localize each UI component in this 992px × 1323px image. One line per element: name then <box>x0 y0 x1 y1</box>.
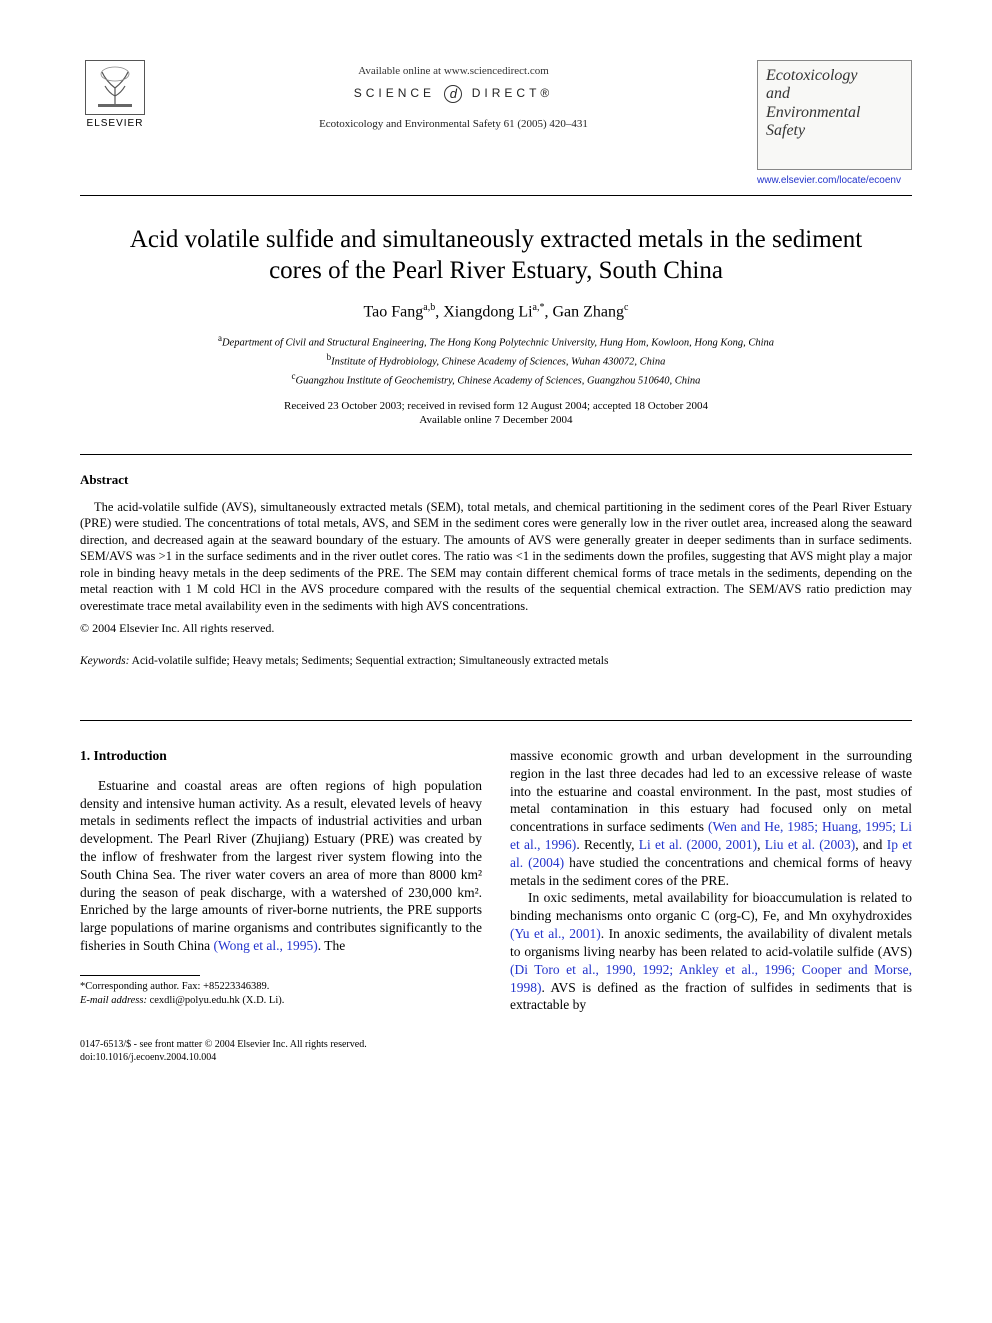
sciencedirect-right: DIRECT® <box>472 86 554 100</box>
journal-url[interactable]: www.elsevier.com/locate/ecoenv <box>757 174 912 188</box>
tree-icon <box>92 66 138 110</box>
publisher-name: ELSEVIER <box>87 117 144 131</box>
abstract-heading: Abstract <box>80 471 912 489</box>
intro-left-para: Estuarine and coastal areas are often re… <box>80 777 482 955</box>
affiliations: aDepartment of Civil and Structural Engi… <box>80 332 912 388</box>
r1d: , and <box>855 837 886 852</box>
available-online-text: Available online at www.sciencedirect.co… <box>150 64 757 79</box>
dates-line2: Available online 7 December 2004 <box>80 413 912 428</box>
journal-title-l3: Environmental <box>766 104 903 122</box>
intro-left-main: Estuarine and coastal areas are often re… <box>80 778 482 953</box>
page-header: ELSEVIER Available online at www.science… <box>80 60 912 187</box>
r1c: , <box>757 837 765 852</box>
r2a: In oxic sediments, metal availability fo… <box>510 890 912 923</box>
journal-title-l4: Safety <box>766 122 903 140</box>
article-dates: Received 23 October 2003; received in re… <box>80 399 912 429</box>
sciencedirect-left: SCIENCE <box>354 86 435 100</box>
abstract-copyright: © 2004 Elsevier Inc. All rights reserved… <box>80 620 912 636</box>
footnote-separator <box>80 975 200 976</box>
journal-title-l1: Ecotoxicology <box>766 67 903 85</box>
intro-right-p2: In oxic sediments, metal availability fo… <box>510 889 912 1014</box>
affiliation-b: bInstitute of Hydrobiology, Chinese Acad… <box>80 351 912 370</box>
journal-reference: Ecotoxicology and Environmental Safety 6… <box>150 117 757 132</box>
affiliation-a: aDepartment of Civil and Structural Engi… <box>80 332 912 351</box>
paper-title: Acid volatile sulfide and simultaneously… <box>120 224 872 287</box>
intro-right-p1: massive economic growth and urban develo… <box>510 747 912 890</box>
intro-left-tail: . The <box>318 938 346 953</box>
left-column: 1. Introduction Estuarine and coastal ar… <box>80 747 482 1014</box>
r2c: . AVS is defined as the fraction of sulf… <box>510 980 912 1013</box>
front-matter-footer: 0147-6513/$ - see front matter © 2004 El… <box>80 1038 912 1064</box>
header-rule <box>80 195 912 196</box>
doi-line: doi:10.1016/j.ecoenv.2004.10.004 <box>80 1051 912 1064</box>
corresponding-footnote: *Corresponding author. Fax: +85223346389… <box>80 980 482 1007</box>
affiliation-b-text: Institute of Hydrobiology, Chinese Acade… <box>331 357 665 368</box>
intro-heading: 1. Introduction <box>80 747 482 765</box>
affiliation-c: cGuangzhou Institute of Geochemistry, Ch… <box>80 370 912 389</box>
dates-line1: Received 23 October 2003; received in re… <box>80 399 912 414</box>
journal-title-l2: and <box>766 85 903 103</box>
journal-box: Ecotoxicology and Environmental Safety w… <box>757 60 912 187</box>
email-label: E-mail address: <box>80 995 147 1006</box>
affiliation-c-text: Guangzhou Institute of Geochemistry, Chi… <box>296 375 701 386</box>
cite-liu-2003[interactable]: Liu et al. (2003) <box>765 837 855 852</box>
sciencedirect-d-icon: d <box>444 85 462 103</box>
r1e: have studied the concentrations and chem… <box>510 855 912 888</box>
affiliation-a-text: Department of Civil and Structural Engin… <box>222 338 774 349</box>
cite-wong-1995[interactable]: (Wong et al., 1995) <box>214 938 318 953</box>
keywords-text: Acid-volatile sulfide; Heavy metals; Sed… <box>129 655 608 667</box>
corr-email[interactable]: cexdli@polyu.edu.hk (X.D. Li). <box>147 995 284 1006</box>
sciencedirect-logo: SCIENCE d DIRECT® <box>150 85 757 103</box>
cite-li-2000[interactable]: Li et al. (2000, 2001) <box>639 837 757 852</box>
journal-title-box: Ecotoxicology and Environmental Safety <box>757 60 912 170</box>
keywords-line: Keywords: Acid-volatile sulfide; Heavy m… <box>80 654 912 670</box>
body-columns: 1. Introduction Estuarine and coastal ar… <box>80 747 912 1014</box>
right-column: massive economic growth and urban develo… <box>510 747 912 1014</box>
issn-line: 0147-6513/$ - see front matter © 2004 El… <box>80 1038 912 1051</box>
keywords-label: Keywords: <box>80 655 129 667</box>
corr-email-line: E-mail address: cexdli@polyu.edu.hk (X.D… <box>80 994 482 1008</box>
cite-yu-2001[interactable]: (Yu et al., 2001) <box>510 926 601 941</box>
abstract-body: The acid-volatile sulfide (AVS), simulta… <box>80 499 912 615</box>
publisher-logo: ELSEVIER <box>80 60 150 140</box>
elsevier-tree-icon <box>85 60 145 115</box>
authors: Tao Fanga,b, Xiangdong Lia,*, Gan Zhangc <box>80 301 912 323</box>
keywords-rule <box>80 720 912 721</box>
header-center: Available online at www.sciencedirect.co… <box>150 60 757 132</box>
r1b: . Recently, <box>576 837 638 852</box>
corr-author-line: *Corresponding author. Fax: +85223346389… <box>80 980 482 994</box>
